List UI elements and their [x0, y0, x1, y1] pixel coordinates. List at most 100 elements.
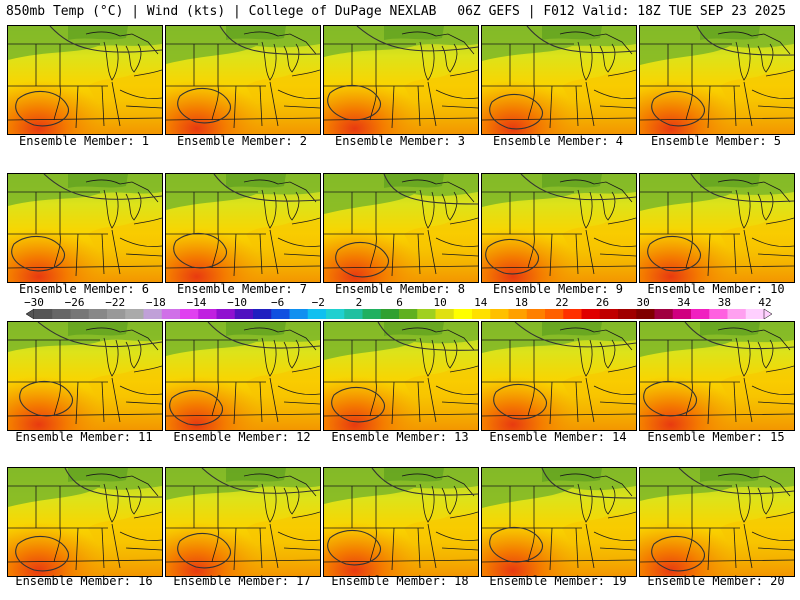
colorbar-swatch	[581, 309, 601, 319]
ensemble-member-label: Ensemble Member: 17	[173, 574, 311, 588]
colorbar-swatch	[399, 309, 418, 319]
ensemble-member-label: Ensemble Member: 16	[15, 574, 153, 588]
colorbar-tick-label: −30	[24, 296, 44, 309]
ensemble-member-map	[165, 25, 321, 135]
ensemble-member-map	[323, 173, 479, 283]
ensemble-member-map	[165, 321, 321, 431]
colorbar-swatch	[654, 309, 674, 319]
ensemble-member-map	[481, 173, 637, 283]
ensemble-member-map	[481, 25, 637, 135]
colorbar-swatch	[234, 309, 254, 319]
colorbar-swatch	[672, 309, 692, 319]
colorbar-swatch	[636, 309, 655, 319]
ensemble-member-map	[7, 25, 163, 135]
ensemble-member-map	[7, 173, 163, 283]
colorbar-tick-label: 42	[758, 296, 772, 309]
ensemble-member-label: Ensemble Member: 14	[489, 430, 627, 444]
colorbar-tick-label: −26	[64, 296, 85, 309]
colorbar-tick-label: 26	[595, 296, 610, 309]
colorbar-swatch	[289, 309, 309, 319]
colorbar-swatch	[253, 309, 272, 319]
ensemble-member-label: Ensemble Member: 4	[492, 134, 624, 148]
colorbar-arrow-left	[25, 308, 35, 320]
ensemble-member-label: Ensemble Member: 3	[334, 134, 466, 148]
ensemble-member-label: Ensemble Member: 12	[173, 430, 311, 444]
ensemble-member-map	[481, 321, 637, 431]
ensemble-member-map	[323, 467, 479, 577]
colorbar-swatch	[180, 309, 199, 319]
colorbar-tick-label: −22	[105, 296, 126, 309]
ensemble-member-label: Ensemble Member: 10	[647, 282, 785, 296]
colorbar-swatch	[435, 309, 455, 319]
colorbar-swatch	[34, 309, 53, 319]
colorbar-tick-label: 10	[433, 296, 447, 309]
colorbar-tick-label: 34	[677, 296, 691, 309]
colorbar-tick-label: −10	[227, 296, 247, 309]
ensemble-member-map	[323, 321, 479, 431]
ensemble-member-label: Ensemble Member: 19	[489, 574, 627, 588]
colorbar-swatch	[161, 309, 181, 319]
ensemble-member-map	[639, 173, 795, 283]
ensemble-member-label: Ensemble Member: 13	[331, 430, 469, 444]
ensemble-member-label: Ensemble Member: 2	[176, 134, 308, 148]
map-title: 850mb Temp (°C) | Wind (kts) | College o…	[6, 4, 437, 19]
colorbar-swatch	[526, 309, 546, 319]
colorbar-swatch	[307, 309, 327, 319]
colorbar-tick-label: −2	[311, 296, 325, 309]
ensemble-member-map	[165, 467, 321, 577]
ensemble-member-label: Ensemble Member: 7	[176, 282, 308, 296]
ensemble-member-map	[165, 173, 321, 283]
ensemble-member-map	[7, 321, 163, 431]
colorbar-swatch	[380, 309, 400, 319]
colorbar-swatch	[745, 309, 765, 319]
ensemble-member-map	[639, 321, 795, 431]
ensemble-member-label: Ensemble Member: 9	[492, 282, 624, 296]
colorbar-swatch	[216, 309, 236, 319]
colorbar-swatch	[107, 309, 126, 319]
colorbar-swatch	[125, 309, 144, 319]
colorbar-arrow-right	[763, 308, 773, 320]
colorbar-swatch	[727, 309, 747, 319]
colorbar-scale	[25, 308, 773, 320]
ensemble-member-map	[7, 467, 163, 577]
colorbar-tick-label: 18	[514, 296, 528, 309]
model-run-info: 06Z GEFS | F012 Valid: 18Z TUE SEP 23 20…	[457, 4, 786, 19]
colorbar-swatch	[271, 309, 290, 319]
ensemble-member-label: Ensemble Member: 5	[650, 134, 782, 148]
ensemble-member-label: Ensemble Member: 1	[18, 134, 150, 148]
colorbar-swatch	[490, 309, 509, 319]
colorbar-tick-label: 30	[636, 296, 650, 309]
ensemble-member-label: Ensemble Member: 8	[334, 282, 466, 296]
colorbar-swatch	[362, 309, 382, 319]
ensemble-member-map	[639, 467, 795, 577]
colorbar-tick-label: 2	[355, 296, 363, 309]
ensemble-member-label: Ensemble Member: 6	[18, 282, 150, 296]
colorbar-tick-label: −18	[145, 296, 166, 309]
colorbar-swatch	[472, 309, 491, 319]
colorbar-swatch	[563, 309, 582, 319]
colorbar-swatch	[453, 309, 473, 319]
colorbar-tick-label: 22	[555, 296, 569, 309]
ensemble-member-map	[481, 467, 637, 577]
ensemble-member-label: Ensemble Member: 18	[331, 574, 469, 588]
colorbar-swatch	[508, 309, 528, 319]
colorbar-tick-label: −14	[186, 296, 207, 309]
colorbar-swatch	[545, 309, 564, 319]
colorbar-tick-label: −6	[271, 296, 285, 309]
ensemble-member-label: Ensemble Member: 15	[647, 430, 785, 444]
ensemble-member-label: Ensemble Member: 11	[15, 430, 153, 444]
colorbar-swatch	[618, 309, 637, 319]
colorbar-tick-label: 14	[474, 296, 488, 309]
colorbar-swatch	[691, 309, 710, 319]
colorbar-tick-label: 38	[717, 296, 731, 309]
colorbar-swatch	[326, 309, 345, 319]
colorbar-swatch	[88, 309, 108, 319]
ensemble-member-label: Ensemble Member: 20	[647, 574, 785, 588]
colorbar-tick-label: 6	[396, 296, 403, 309]
ensemble-member-map	[639, 25, 795, 135]
colorbar-swatch	[52, 309, 71, 319]
colorbar-swatch	[70, 309, 90, 319]
colorbar-swatch	[143, 309, 163, 319]
temperature-colorbar: −30 −26 −22 −18 −14 −10 −6 −2 2 6 10 14 18 22 26 30 34 38…	[0, 296, 800, 320]
colorbar-swatch	[709, 309, 728, 319]
